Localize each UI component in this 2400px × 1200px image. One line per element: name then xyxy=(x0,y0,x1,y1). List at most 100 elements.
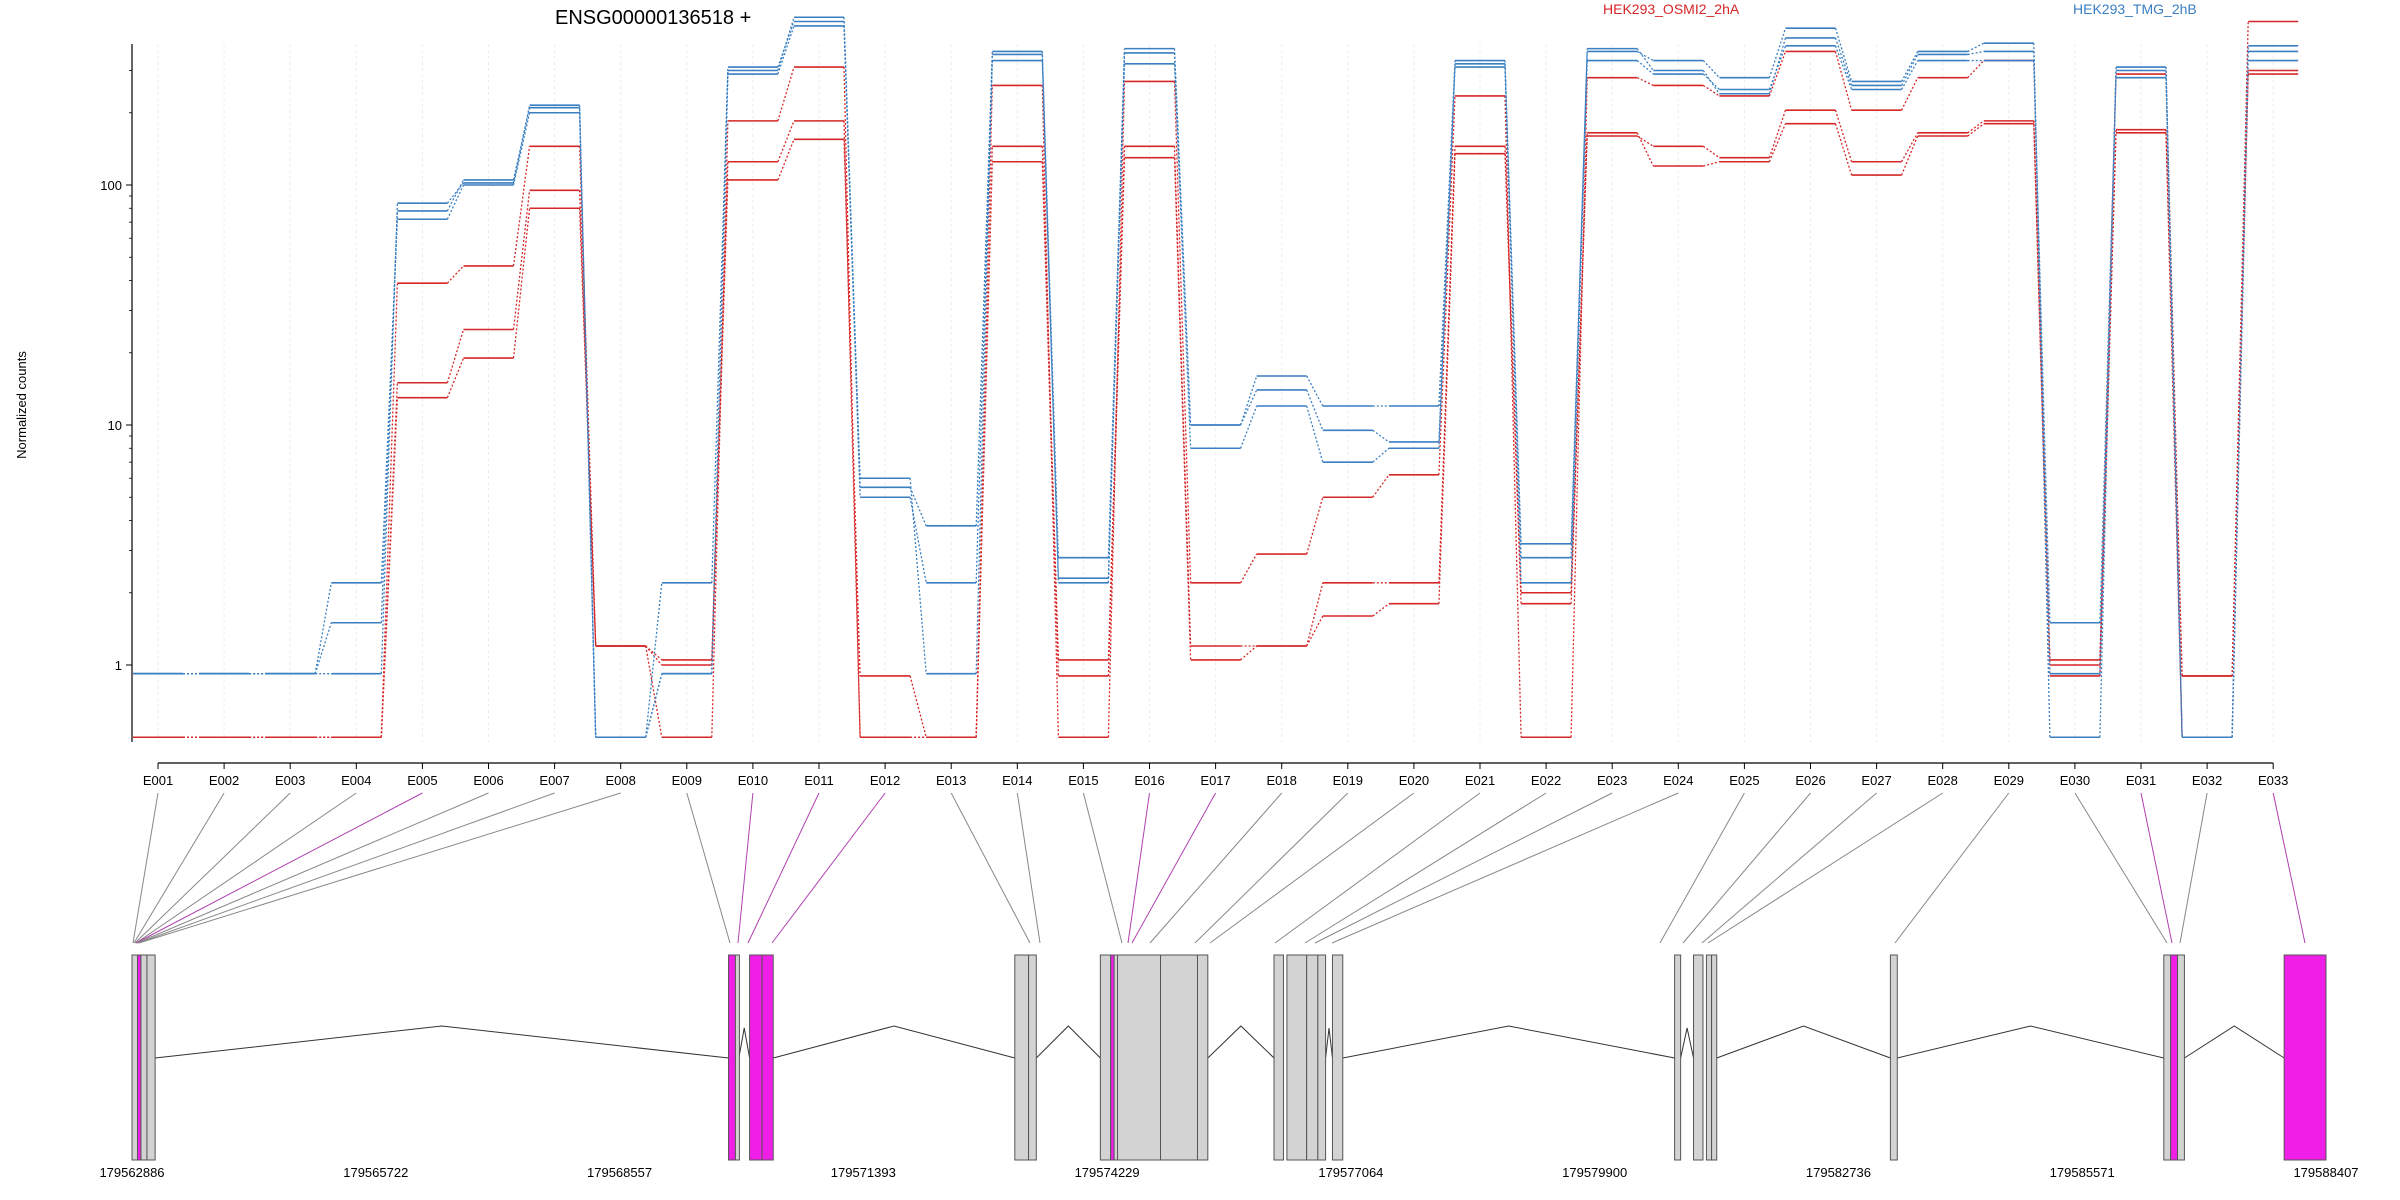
x-tick-label: E004 xyxy=(341,773,371,788)
series-connector xyxy=(1834,123,1853,176)
series-connector xyxy=(1372,447,1390,463)
x-tick-label: E019 xyxy=(1333,773,1363,788)
exon-block xyxy=(1028,954,1037,1161)
x-tick-label: E027 xyxy=(1861,773,1891,788)
intron-line xyxy=(2184,1025,2285,1059)
exon-block xyxy=(1693,954,1704,1161)
intron-line xyxy=(1716,1025,1891,1059)
genomic-coordinate-label: 179565722 xyxy=(343,1165,408,1180)
exon-connector xyxy=(1701,792,1877,944)
exon-block xyxy=(2177,954,2185,1161)
exon-block xyxy=(1014,954,1030,1161)
series-connector xyxy=(1107,146,1126,660)
exon-block xyxy=(1674,954,1682,1161)
exon-connector xyxy=(1209,792,1415,944)
exon-block xyxy=(2283,954,2327,1161)
series-connector xyxy=(1967,42,1985,53)
series-connector xyxy=(578,208,597,647)
series-connector xyxy=(975,54,993,674)
exon-connector xyxy=(138,792,621,944)
exon-block xyxy=(728,954,736,1161)
exon-connector xyxy=(950,792,1031,944)
exon-block xyxy=(131,954,139,1161)
x-tick-label: E032 xyxy=(2192,773,2222,788)
series-connector xyxy=(1438,67,1456,449)
series-connector xyxy=(1438,63,1456,442)
series-connector xyxy=(1372,603,1390,617)
x-tick-label: E021 xyxy=(1465,773,1495,788)
series-connector xyxy=(1636,132,1654,167)
exon-block xyxy=(1273,954,1284,1161)
series-connector xyxy=(843,120,861,738)
series-connector xyxy=(1041,85,1060,738)
exon-block xyxy=(761,954,774,1161)
legend-entry-tmg: HEK293_TMG_2hB xyxy=(2073,1,2197,17)
series-connector xyxy=(1240,389,1258,426)
series-connector xyxy=(1768,123,1787,162)
series-connector xyxy=(777,17,795,71)
series-connector xyxy=(380,283,399,738)
series-connector xyxy=(1306,615,1324,647)
exon-block xyxy=(1196,954,1209,1161)
exon-connector xyxy=(134,792,291,944)
x-tick-label: E001 xyxy=(143,773,173,788)
series-connector xyxy=(2033,120,2051,660)
exon-connector xyxy=(2074,792,2168,944)
series-connector xyxy=(975,51,993,526)
exon-connector xyxy=(1331,792,1679,944)
x-tick-label: E024 xyxy=(1663,773,1693,788)
series-connector xyxy=(446,182,465,204)
series-connector xyxy=(1636,77,1654,86)
series-connector xyxy=(1173,146,1192,647)
x-tick-label: E030 xyxy=(2060,773,2090,788)
series-connector xyxy=(512,105,531,184)
x-tick-label: E023 xyxy=(1597,773,1627,788)
exon-block xyxy=(140,954,148,1161)
exon-connector xyxy=(1314,792,1613,944)
series-connector xyxy=(1901,77,1919,111)
series-connector xyxy=(1768,37,1787,94)
series-connector xyxy=(446,184,465,220)
x-tick-label: E012 xyxy=(870,773,900,788)
series-connector xyxy=(777,21,795,68)
series-connector xyxy=(1967,120,1985,134)
intron-line xyxy=(1325,1027,1333,1059)
series-connector xyxy=(1834,28,1853,82)
x-tick-label: E017 xyxy=(1200,773,1230,788)
exon-connector xyxy=(132,792,159,944)
series-connector xyxy=(1901,54,1919,86)
genomic-coordinate-label: 179568557 xyxy=(587,1165,652,1180)
x-tick-label: E014 xyxy=(1002,773,1032,788)
series-connector xyxy=(512,146,531,267)
series-connector xyxy=(975,60,993,583)
series-connector xyxy=(1900,135,1919,176)
series-connector xyxy=(645,645,663,661)
series-connector xyxy=(1636,135,1654,147)
exon-connector xyxy=(747,792,820,944)
exon-connector xyxy=(2179,792,2208,944)
series-connector xyxy=(1240,553,1258,584)
series-connector xyxy=(975,146,993,738)
intron-line xyxy=(773,1025,1015,1059)
exon-connector xyxy=(1082,792,1123,944)
series-connector xyxy=(1173,63,1192,449)
series-5 xyxy=(133,16,2299,739)
exon-connector xyxy=(136,792,489,944)
series-connector xyxy=(314,622,332,674)
x-tick-label: E029 xyxy=(1994,773,2024,788)
x-tick-label: E009 xyxy=(672,773,702,788)
genomic-coordinate-label: 179588407 xyxy=(2293,1165,2358,1180)
series-connector xyxy=(1703,161,1720,167)
series-connector xyxy=(1306,375,1324,407)
x-tick-label: E007 xyxy=(539,773,569,788)
series-connector xyxy=(1504,146,1522,593)
series-connector xyxy=(446,329,465,383)
series-connector xyxy=(380,382,399,738)
y-axis-label: Normalized counts xyxy=(14,351,29,459)
x-tick-label: E025 xyxy=(1729,773,1759,788)
genomic-coordinate-label: 179582736 xyxy=(1806,1165,1871,1180)
series-connector xyxy=(1768,28,1787,78)
x-tick-label: E008 xyxy=(606,773,636,788)
series-connector xyxy=(909,478,927,674)
